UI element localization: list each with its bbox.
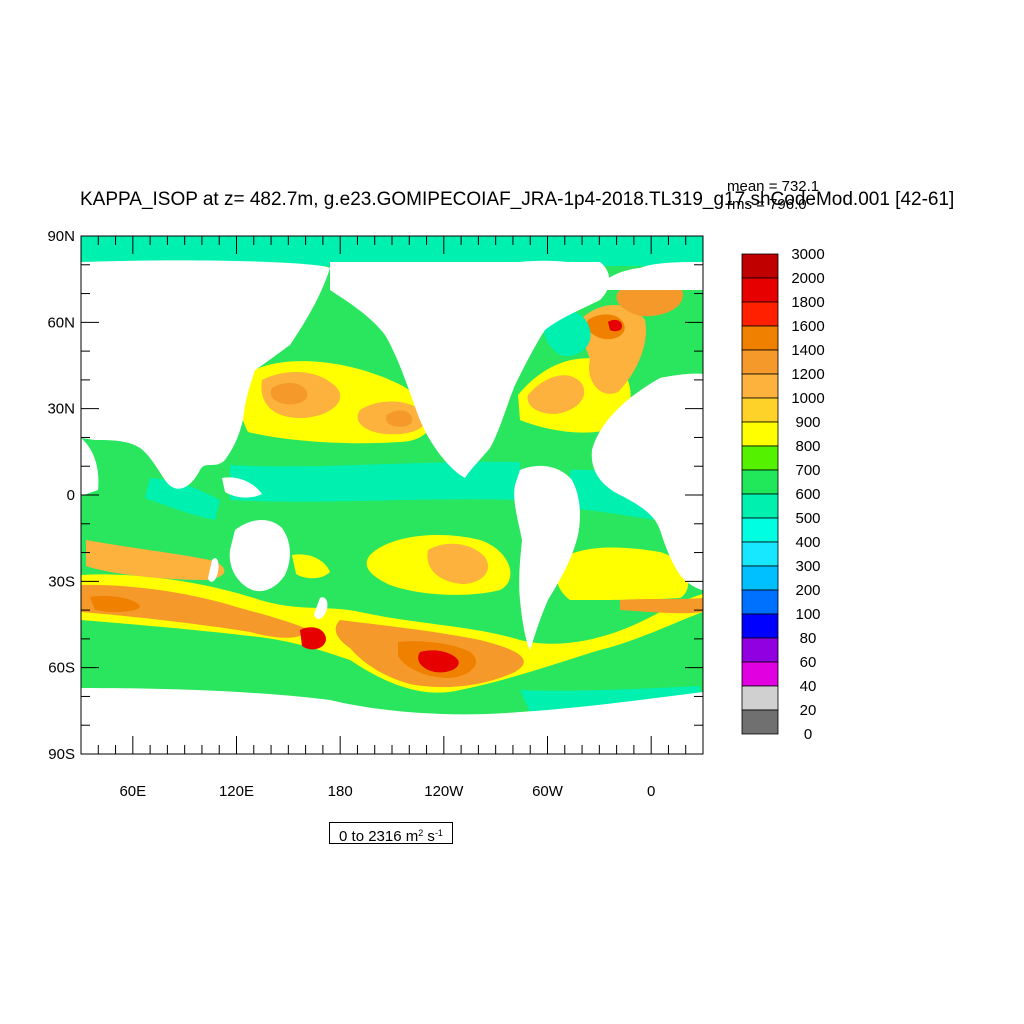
colorbar-label: 500 [795,510,820,527]
colorbar-swatch [741,541,779,567]
x-tick-label: 0 [647,783,655,800]
colorbar-swatch [741,613,779,639]
colorbar-swatch [741,277,779,303]
colorbar-label: 80 [800,630,817,647]
x-tick-labels: 60E 120E 180 120W 60W 0 [119,783,655,800]
map-panel [81,236,703,754]
kuroshio-core [270,382,308,405]
greenland-land [520,260,605,316]
y-tick-label: 60S [48,660,75,677]
south-america-land [514,465,580,650]
colorbar-label: 3000 [791,246,824,263]
labrador-core [608,319,622,332]
australia-land [229,519,290,592]
plot-title: KAPPA_ISOP at z= 482.7m, g.e23.GOMIPECOI… [80,189,954,210]
colorbar-label: 20 [800,702,817,719]
colorbar-swatch [741,709,779,735]
x-tick-label: 60W [532,783,564,800]
land-masses [81,260,703,754]
colorbar-label: 800 [795,438,820,455]
colorbar-swatch [741,661,779,687]
equatorial-band [230,461,520,502]
colorbar-label: 300 [795,558,820,575]
colorbar-swatch [741,325,779,351]
range-exp-2: -1 [434,828,443,838]
europe-land [595,262,703,290]
colorbar-label: 700 [795,462,820,479]
y-tick-label: 0 [67,487,75,504]
colorbar-label: 2000 [791,270,824,287]
mean-label: mean = 732.1 [727,178,819,195]
southern-ocean-maximum [418,650,459,673]
y-tick-labels: 90N 60N 30N 0 30S 60S 90S [47,228,75,763]
tasman-high [300,627,326,650]
x-tick-label: 120W [424,783,464,800]
colorbar-swatch [741,685,779,711]
acc-indian-core [90,596,140,613]
leeuwin-yellow [292,554,330,579]
colorbar-swatch [741,373,779,399]
colorbar-label: 1200 [791,366,824,383]
y-tick-label: 30N [47,401,75,418]
y-tick-label: 90S [48,746,75,763]
eurasia-land [81,260,330,489]
colorbar-label: 1000 [791,390,824,407]
colorbar-swatch [741,589,779,615]
colorbar-swatch [741,493,779,519]
indonesia-land [222,477,262,498]
colorbar-label: 400 [795,534,820,551]
range-exp-1: 2 [418,828,424,838]
range-text: 0 to 2316 m [339,828,419,845]
x-tick-label: 120E [219,783,254,800]
colorbar-swatch [741,301,779,327]
south-atlantic-gyre [555,547,689,600]
colorbar-swatch [741,469,779,495]
south-pacific-high [427,543,489,584]
indian-equatorial-band [145,478,220,520]
colorbar-label: 900 [795,414,820,431]
colorbar-swatch [741,565,779,591]
colorbar-swatch [741,349,779,375]
colorbar-label: 1600 [791,318,824,335]
acc-atlantic-sector [620,598,703,614]
axis-ticks [80,235,704,755]
x-tick-label: 60E [119,783,146,800]
colorbar-label: 40 [800,678,817,695]
gulf-stream [527,375,585,414]
arabia-land [81,438,99,496]
colorbar-label: 600 [795,486,820,503]
south-indian-gyre [86,540,225,580]
madagascar-land [208,558,219,582]
new-zealand-land [314,597,328,620]
acc-indian-sector [81,584,310,638]
colorbar-swatch [741,445,779,471]
colorbar-label: 1800 [791,294,824,311]
colorbar-label: 0 [804,726,812,743]
range-unit-s: s [423,828,435,845]
north-america-land [330,262,610,478]
y-tick-label: 60N [47,314,75,331]
colorbar-swatch [741,517,779,543]
colorbar-label: 60 [800,654,817,671]
colorbar-label: 100 [795,606,820,623]
y-tick-label: 90N [47,228,75,245]
colorbar-swatch [741,397,779,423]
range-label-box: 0 to 2316 m2 s-1 [329,822,453,845]
colorbar-label: 200 [795,582,820,599]
colorbar-swatch [741,253,779,279]
colorbar-label: 1400 [791,342,824,359]
colorbar-swatch [741,637,779,663]
colorbar-swatch [741,421,779,447]
x-tick-label: 180 [328,783,353,800]
africa-land [591,373,703,590]
y-tick-label: 30S [48,573,75,590]
rms-label: rms = 796.0 [727,196,807,213]
north-pacific-core [386,410,413,427]
colorbar: 3000200018001600140012001000900800700600… [741,246,825,743]
